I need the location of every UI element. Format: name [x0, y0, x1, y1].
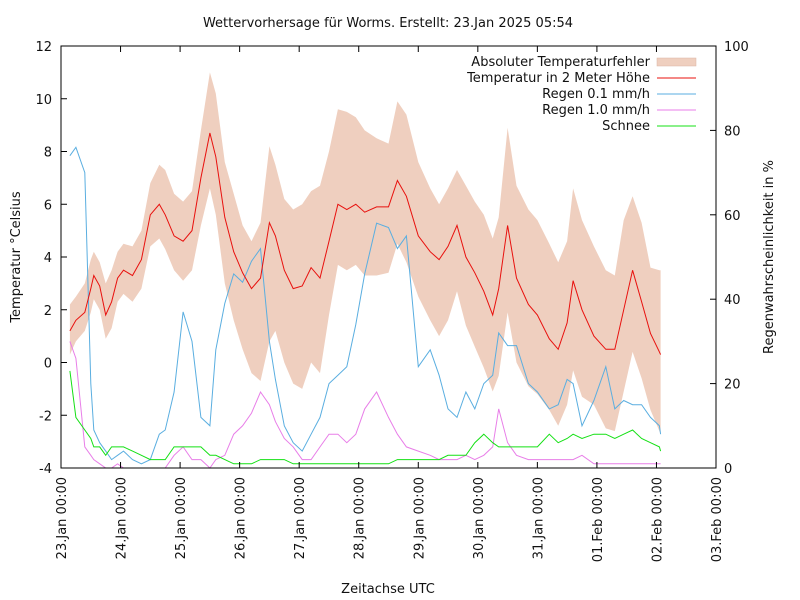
- legend-label: Regen 1.0 mm/h: [542, 103, 650, 118]
- temperature-line: [69, 132, 662, 355]
- x-tick-label: 27.Jan 00:00: [293, 477, 308, 559]
- x-tick-label: 26.Jan 00:00: [234, 477, 249, 559]
- y-tick-label: -2: [39, 409, 52, 424]
- x-tick-label: 03.Feb 00:00: [710, 477, 725, 562]
- x-tick-label: 23.Jan 00:00: [55, 477, 70, 559]
- y2-tick-label: 80: [724, 124, 741, 139]
- temperature-error-band: [69, 72, 661, 434]
- legend-label: Temperatur in 2 Meter Höhe: [466, 71, 650, 86]
- x-tick-label: 28.Jan 00:00: [353, 477, 368, 559]
- rain-0-1-line: [69, 146, 662, 465]
- x-tick-label: 25.Jan 00:00: [174, 477, 189, 559]
- y-tick-label: 6: [44, 198, 52, 213]
- x-tick-label: 01.Feb 00:00: [591, 477, 606, 562]
- x-tick-label: 31.Jan 00:00: [531, 477, 546, 559]
- x-tick-label: 29.Jan 00:00: [412, 477, 427, 559]
- legend-swatch: [656, 57, 697, 67]
- x-tick-label: 24.Jan 00:00: [115, 477, 130, 559]
- y-tick-label: 2: [44, 304, 52, 319]
- y-tick-label: -4: [39, 462, 52, 477]
- y2-axis-label: Regenwahrscheinlichkeit in %: [762, 160, 777, 354]
- y-tick-label: 4: [44, 251, 52, 266]
- y-tick-label: 0: [44, 357, 52, 372]
- x-tick-label: 30.Jan 00:00: [472, 477, 487, 559]
- x-axis-label: Zeitachse UTC: [341, 582, 435, 597]
- x-tick-label: 02.Feb 00:00: [650, 477, 665, 562]
- y2-tick-label: 0: [724, 462, 732, 477]
- y2-tick-label: 100: [724, 40, 749, 55]
- chart-title: Wettervorhersage für Worms. Erstellt: 23…: [203, 16, 573, 31]
- legend-label: Regen 0.1 mm/h: [542, 87, 650, 102]
- y-tick-label: 8: [44, 146, 52, 161]
- legend-label: Absoluter Temperaturfehler: [471, 55, 650, 70]
- y-tick-label: 10: [35, 93, 52, 108]
- y-axis-label: Temperatur °Celsius: [9, 191, 24, 324]
- y2-tick-label: 20: [724, 378, 741, 393]
- y-tick-label: 12: [35, 40, 52, 55]
- snow-line: [69, 370, 662, 465]
- legend-label: Schnee: [602, 119, 650, 134]
- y2-tick-label: 40: [724, 293, 741, 308]
- y2-tick-label: 60: [724, 209, 741, 224]
